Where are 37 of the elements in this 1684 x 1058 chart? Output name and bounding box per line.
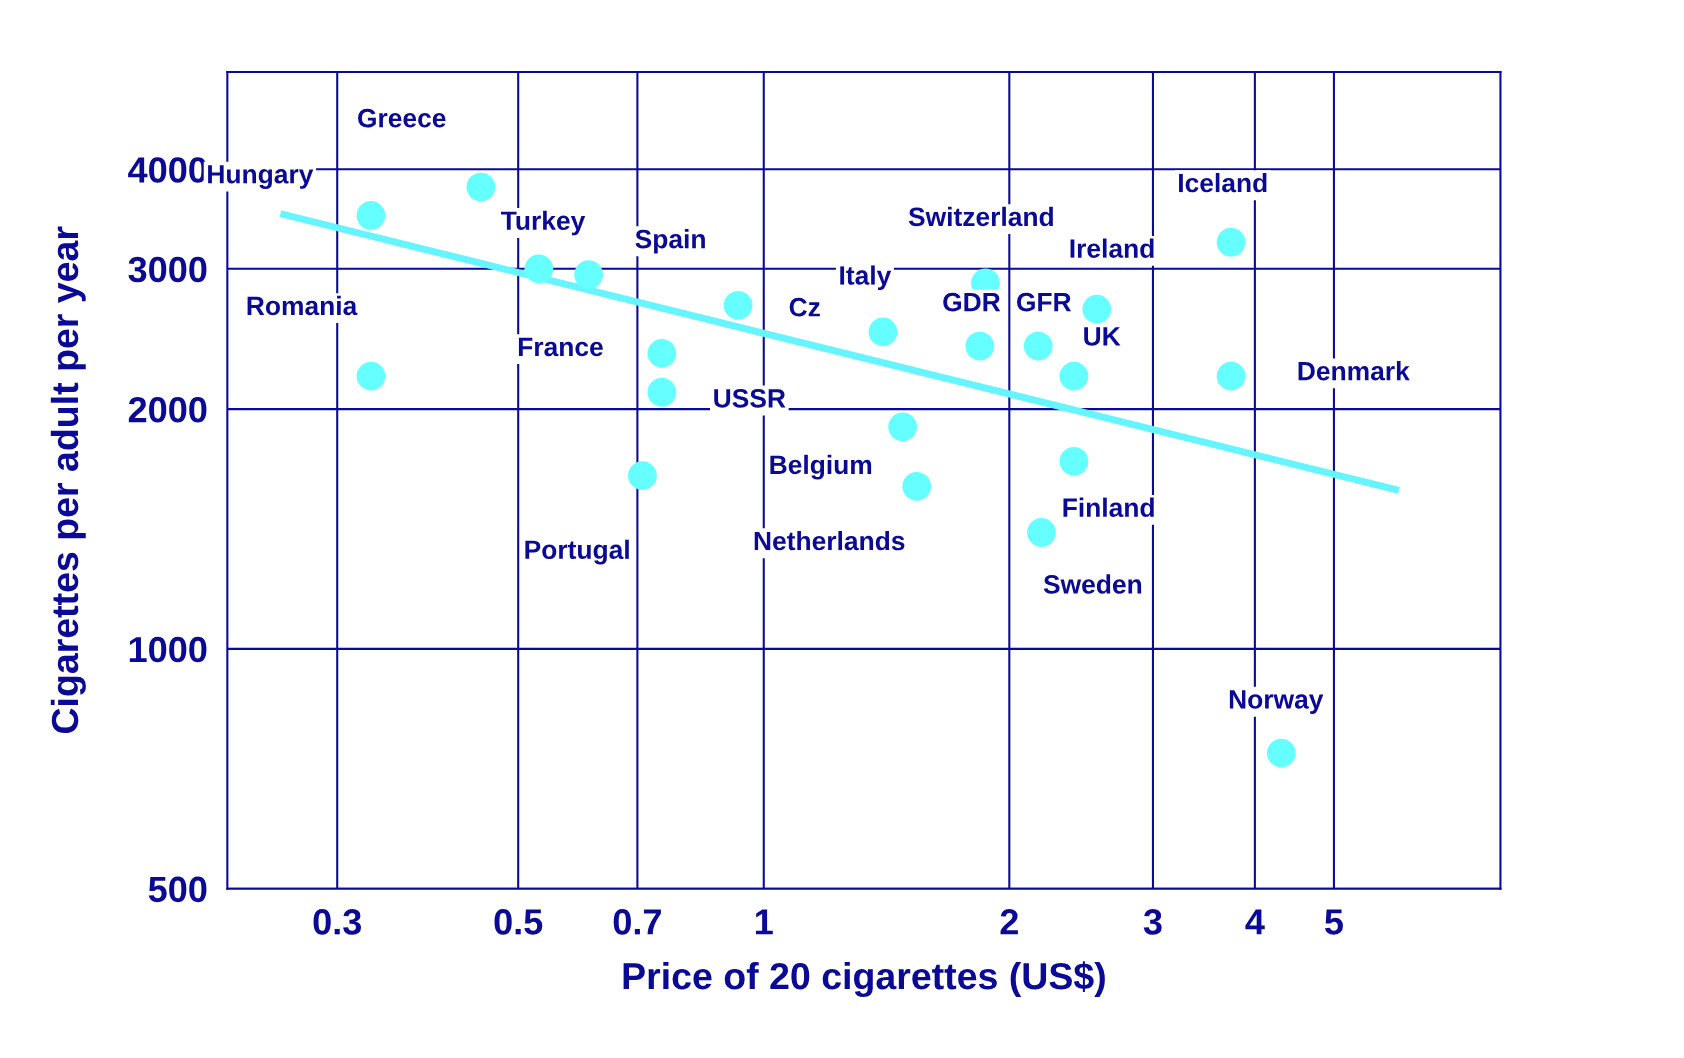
x-tick-label: 0.3 bbox=[313, 909, 362, 935]
x-tick-label: 3 bbox=[1143, 909, 1162, 935]
annotation: Romania bbox=[247, 295, 358, 316]
x-axis-title: Price of 20 cigarettes (US$) bbox=[623, 961, 1105, 998]
x-tick-label: 0.7 bbox=[613, 909, 661, 935]
y-tick-label: 1000 bbox=[129, 636, 207, 663]
annotation: GDR bbox=[943, 292, 1001, 312]
annotation: UK bbox=[1084, 327, 1121, 346]
annotation: USSR bbox=[714, 388, 786, 408]
annotation: Finland bbox=[1063, 497, 1154, 517]
annotation: Switzerland bbox=[908, 206, 1053, 227]
annotation: France bbox=[518, 337, 603, 357]
x-tick-label: 2 bbox=[1000, 909, 1018, 935]
annotation: Denmark bbox=[1298, 361, 1410, 381]
x-tick-label: 1 bbox=[755, 909, 773, 935]
y-tick-label: 2000 bbox=[128, 396, 207, 423]
annotation: Italy bbox=[840, 265, 892, 291]
annotation: Hungary bbox=[208, 165, 314, 189]
x-tick-label: 5 bbox=[1325, 909, 1343, 935]
y-axis-title: Cigarettes per adult per year bbox=[50, 226, 86, 734]
y-tick-label: 3000 bbox=[128, 256, 207, 283]
annotation: Netherlands bbox=[754, 530, 905, 551]
annotation: Ireland bbox=[1070, 238, 1154, 258]
annotation: Belgium bbox=[770, 454, 872, 480]
annotation: Norway bbox=[1229, 690, 1324, 714]
annotation: GFR bbox=[1017, 292, 1072, 312]
y-tick-label: 500 bbox=[148, 876, 207, 903]
annotation: Spain bbox=[635, 229, 705, 254]
annotation: Cz bbox=[789, 297, 820, 317]
annotation: Iceland bbox=[1179, 172, 1267, 193]
y-tick-label: 4000 bbox=[128, 157, 207, 183]
annotation: Greece bbox=[358, 108, 446, 128]
x-tick-label: 4 bbox=[1245, 909, 1265, 935]
annotation: Turkey bbox=[501, 210, 586, 236]
x-tick-label: 0.5 bbox=[494, 909, 543, 935]
annotation: Portugal bbox=[525, 539, 629, 565]
annotation: Sweden bbox=[1043, 574, 1142, 594]
